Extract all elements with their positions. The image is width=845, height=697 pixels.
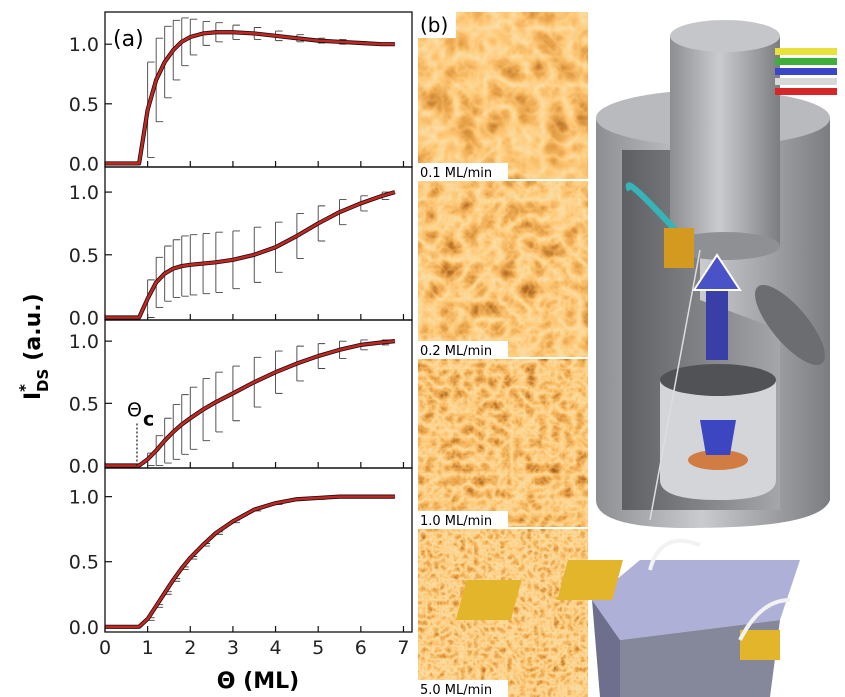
y-tick-label: 1.0: [69, 487, 99, 509]
afm-image: [418, 180, 588, 358]
apparatus: [455, 20, 837, 697]
line: [105, 190, 396, 319]
y-tick-label: 0.0: [69, 617, 99, 639]
wire: [775, 58, 837, 65]
y-label-unit: (a.u.): [21, 293, 46, 360]
y-axis-label: I*DS (a.u.): [16, 293, 52, 400]
chip: [557, 560, 623, 600]
afm-images: (b) 0.1 ML/min 0.2 ML/min 1.0 ML/min 5.0…: [418, 12, 588, 697]
line-outline: [105, 339, 396, 468]
heater: [664, 228, 694, 268]
image-label: 0.1 ML/min: [420, 166, 492, 181]
arrow-shaft: [706, 285, 728, 360]
image-label: 0.2 ML/min: [420, 344, 492, 359]
y-tick-label: 0.5: [69, 552, 99, 574]
afm-image: [418, 12, 588, 180]
line: [105, 495, 395, 629]
y-tick-label: 0.5: [69, 245, 99, 267]
crucible-opening: [660, 364, 776, 396]
line-outline: [105, 494, 395, 629]
y-tick-label: 0.0: [69, 153, 99, 175]
label-box: [418, 511, 508, 528]
cylinder-top: [670, 20, 780, 52]
x-tick-label: 6: [355, 637, 367, 659]
label-box: [418, 12, 456, 38]
y-label-symbol: I: [21, 392, 46, 400]
stage-top: [592, 560, 800, 640]
zoom-line: [649, 249, 701, 521]
y-label-sub: DS: [34, 369, 52, 392]
cable: [625, 182, 683, 238]
wire: [775, 88, 837, 95]
line: [105, 339, 396, 467]
panel: 0.0 0.5 1.0 Θ c: [69, 319, 413, 478]
image-label: 1.0 ML/min: [420, 514, 492, 529]
y-tick-label: 0.0: [69, 307, 99, 329]
y-tick-label: 1.0: [69, 331, 99, 353]
y-tick-label: 0.0: [69, 456, 99, 478]
line-outline: [105, 30, 395, 166]
y-tick-label: 1.0: [69, 34, 99, 56]
afm-image: [418, 358, 588, 528]
bond-wire: [648, 539, 701, 571]
crucible: [700, 420, 736, 455]
panel-label: (a): [113, 27, 144, 52]
panel: 0.0 0.5 1.0: [69, 166, 413, 329]
panel: 0.0 0.5 1.0 0 1 2 3 4 5 6 7: [69, 467, 413, 659]
plot-frame: [104, 467, 413, 633]
cylinder-bottom: [670, 232, 780, 260]
y-tick-label: 0.5: [69, 393, 99, 415]
annotation: Θ: [127, 399, 142, 421]
stm-cylinder: [670, 36, 780, 246]
label-box: [418, 163, 508, 180]
bond-wire: [738, 598, 791, 641]
x-axis-label: Θ (ML): [217, 669, 299, 694]
shutter: [755, 284, 825, 366]
x-tick-label: 2: [184, 637, 196, 659]
image-label: 5.0 ML/min: [420, 683, 492, 697]
x-tick-label: 4: [270, 637, 282, 659]
wire: [775, 78, 837, 85]
x-tick-label: 0: [99, 637, 111, 659]
y-label-sup: *: [16, 384, 34, 392]
heater-ring: [688, 450, 748, 470]
arrow-head: [692, 253, 742, 291]
y-tick-label: 1.0: [69, 182, 99, 204]
plot-frame: [104, 166, 413, 321]
label-box: [418, 680, 508, 697]
wire: [775, 68, 837, 75]
panel-label: (b): [420, 13, 448, 37]
x-tick-label: 3: [227, 637, 239, 659]
line: [105, 30, 395, 165]
label-box: [418, 341, 508, 358]
chip: [455, 580, 522, 620]
stage-side: [592, 600, 620, 697]
y-tick-label: 0.5: [69, 94, 99, 116]
x-tick-label: 7: [397, 637, 409, 659]
x-tick-label: 5: [312, 637, 324, 659]
x-tick-label: 1: [142, 637, 154, 659]
wire: [775, 48, 837, 55]
annotation-sub: c: [143, 409, 154, 431]
clip: [740, 630, 780, 660]
